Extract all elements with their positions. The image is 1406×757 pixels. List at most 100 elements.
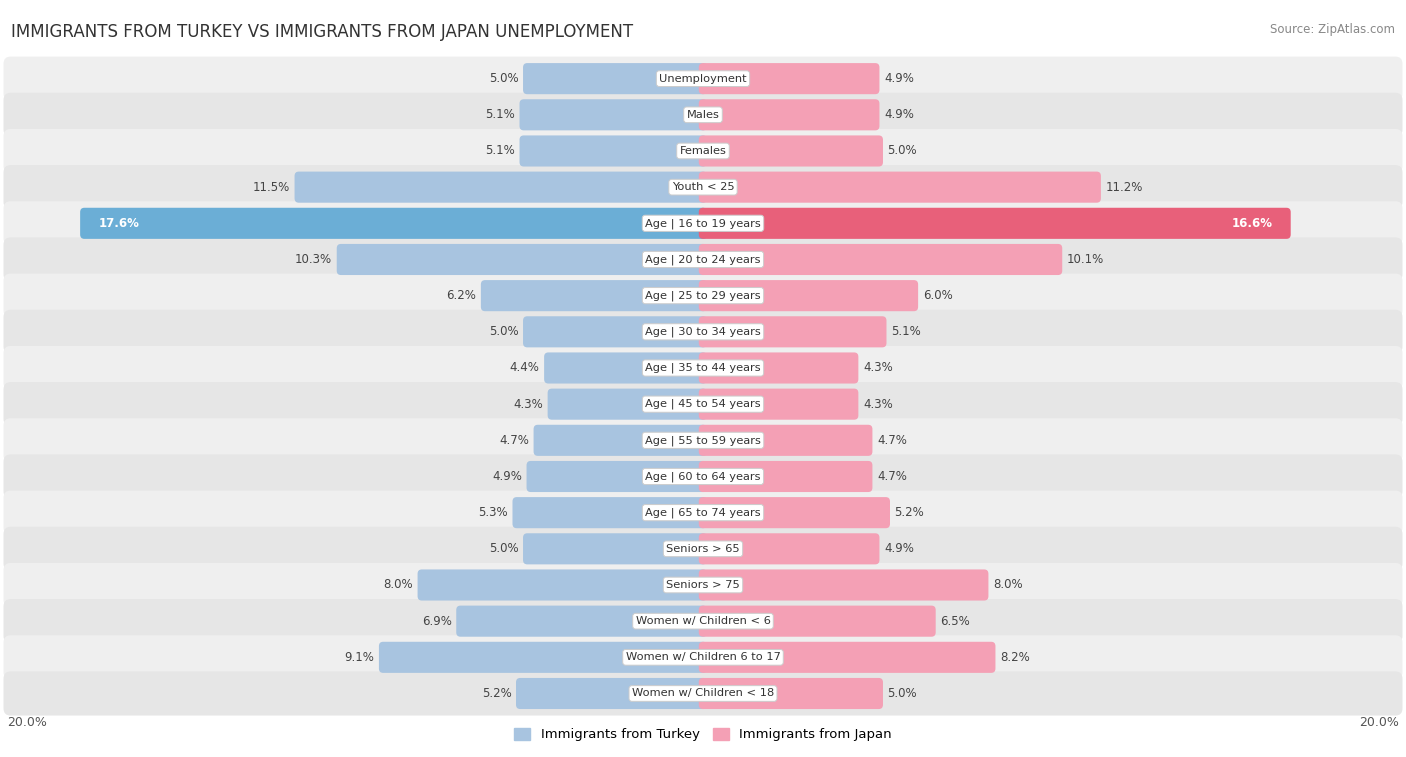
FancyBboxPatch shape <box>4 93 1402 137</box>
Text: 4.7%: 4.7% <box>877 434 907 447</box>
FancyBboxPatch shape <box>699 172 1101 203</box>
FancyBboxPatch shape <box>699 207 1291 239</box>
FancyBboxPatch shape <box>4 454 1402 499</box>
FancyBboxPatch shape <box>699 642 995 673</box>
Text: 8.2%: 8.2% <box>1000 651 1029 664</box>
Text: 11.5%: 11.5% <box>253 181 290 194</box>
Text: Age | 16 to 19 years: Age | 16 to 19 years <box>645 218 761 229</box>
Text: Women w/ Children 6 to 17: Women w/ Children 6 to 17 <box>626 653 780 662</box>
FancyBboxPatch shape <box>4 238 1402 282</box>
FancyBboxPatch shape <box>4 419 1402 463</box>
FancyBboxPatch shape <box>4 491 1402 534</box>
Text: Age | 60 to 64 years: Age | 60 to 64 years <box>645 472 761 481</box>
FancyBboxPatch shape <box>4 273 1402 318</box>
FancyBboxPatch shape <box>513 497 707 528</box>
FancyBboxPatch shape <box>699 136 883 167</box>
FancyBboxPatch shape <box>699 280 918 311</box>
FancyBboxPatch shape <box>4 346 1402 390</box>
FancyBboxPatch shape <box>544 353 707 384</box>
FancyBboxPatch shape <box>456 606 707 637</box>
Text: Age | 25 to 29 years: Age | 25 to 29 years <box>645 291 761 301</box>
Text: 5.1%: 5.1% <box>891 326 921 338</box>
Text: IMMIGRANTS FROM TURKEY VS IMMIGRANTS FROM JAPAN UNEMPLOYMENT: IMMIGRANTS FROM TURKEY VS IMMIGRANTS FRO… <box>11 23 633 41</box>
Text: 4.3%: 4.3% <box>863 397 893 410</box>
FancyBboxPatch shape <box>534 425 707 456</box>
Text: 17.6%: 17.6% <box>98 217 139 230</box>
Text: 20.0%: 20.0% <box>1360 716 1399 730</box>
Text: 6.9%: 6.9% <box>422 615 451 628</box>
Text: 6.0%: 6.0% <box>922 289 952 302</box>
Text: Women w/ Children < 18: Women w/ Children < 18 <box>631 689 775 699</box>
FancyBboxPatch shape <box>699 388 858 419</box>
Text: Seniors > 65: Seniors > 65 <box>666 544 740 554</box>
FancyBboxPatch shape <box>699 353 858 384</box>
FancyBboxPatch shape <box>481 280 707 311</box>
FancyBboxPatch shape <box>699 244 1063 275</box>
FancyBboxPatch shape <box>699 316 886 347</box>
Text: 6.2%: 6.2% <box>447 289 477 302</box>
Text: Age | 55 to 59 years: Age | 55 to 59 years <box>645 435 761 446</box>
Text: 5.0%: 5.0% <box>887 687 917 700</box>
Text: Females: Females <box>679 146 727 156</box>
FancyBboxPatch shape <box>4 57 1402 101</box>
FancyBboxPatch shape <box>4 310 1402 354</box>
Text: Unemployment: Unemployment <box>659 73 747 83</box>
FancyBboxPatch shape <box>418 569 707 600</box>
Text: 4.3%: 4.3% <box>863 362 893 375</box>
Text: 5.0%: 5.0% <box>489 542 519 556</box>
FancyBboxPatch shape <box>699 533 880 565</box>
Text: 5.2%: 5.2% <box>482 687 512 700</box>
FancyBboxPatch shape <box>380 642 707 673</box>
FancyBboxPatch shape <box>699 63 880 94</box>
Text: Youth < 25: Youth < 25 <box>672 182 734 192</box>
FancyBboxPatch shape <box>337 244 707 275</box>
Text: 4.4%: 4.4% <box>510 362 540 375</box>
Text: 5.1%: 5.1% <box>485 145 515 157</box>
FancyBboxPatch shape <box>4 527 1402 571</box>
FancyBboxPatch shape <box>295 172 707 203</box>
FancyBboxPatch shape <box>699 569 988 600</box>
FancyBboxPatch shape <box>523 63 707 94</box>
Text: 6.5%: 6.5% <box>941 615 970 628</box>
Text: 5.0%: 5.0% <box>887 145 917 157</box>
FancyBboxPatch shape <box>527 461 707 492</box>
FancyBboxPatch shape <box>4 563 1402 607</box>
Text: 11.2%: 11.2% <box>1105 181 1143 194</box>
FancyBboxPatch shape <box>699 678 883 709</box>
Text: 8.0%: 8.0% <box>993 578 1022 591</box>
Text: 4.9%: 4.9% <box>884 72 914 85</box>
FancyBboxPatch shape <box>520 99 707 130</box>
Text: 4.3%: 4.3% <box>513 397 543 410</box>
FancyBboxPatch shape <box>80 207 707 239</box>
FancyBboxPatch shape <box>4 129 1402 173</box>
Text: 4.9%: 4.9% <box>884 542 914 556</box>
FancyBboxPatch shape <box>4 201 1402 245</box>
Text: 4.7%: 4.7% <box>877 470 907 483</box>
Text: Age | 65 to 74 years: Age | 65 to 74 years <box>645 507 761 518</box>
FancyBboxPatch shape <box>523 316 707 347</box>
Text: Women w/ Children < 6: Women w/ Children < 6 <box>636 616 770 626</box>
Text: 16.6%: 16.6% <box>1232 217 1272 230</box>
FancyBboxPatch shape <box>4 382 1402 426</box>
FancyBboxPatch shape <box>516 678 707 709</box>
FancyBboxPatch shape <box>699 99 880 130</box>
FancyBboxPatch shape <box>4 635 1402 679</box>
Text: 4.9%: 4.9% <box>884 108 914 121</box>
Text: 5.0%: 5.0% <box>489 326 519 338</box>
Text: 8.0%: 8.0% <box>384 578 413 591</box>
Text: Age | 30 to 34 years: Age | 30 to 34 years <box>645 326 761 337</box>
Text: Age | 45 to 54 years: Age | 45 to 54 years <box>645 399 761 410</box>
Text: Age | 35 to 44 years: Age | 35 to 44 years <box>645 363 761 373</box>
Text: 20.0%: 20.0% <box>7 716 46 730</box>
Text: 5.2%: 5.2% <box>894 506 924 519</box>
FancyBboxPatch shape <box>699 497 890 528</box>
FancyBboxPatch shape <box>699 461 872 492</box>
FancyBboxPatch shape <box>520 136 707 167</box>
FancyBboxPatch shape <box>4 165 1402 209</box>
Text: 5.1%: 5.1% <box>485 108 515 121</box>
Text: 10.1%: 10.1% <box>1067 253 1104 266</box>
Text: 5.3%: 5.3% <box>478 506 508 519</box>
FancyBboxPatch shape <box>4 671 1402 715</box>
Text: Males: Males <box>686 110 720 120</box>
Text: 4.7%: 4.7% <box>499 434 529 447</box>
